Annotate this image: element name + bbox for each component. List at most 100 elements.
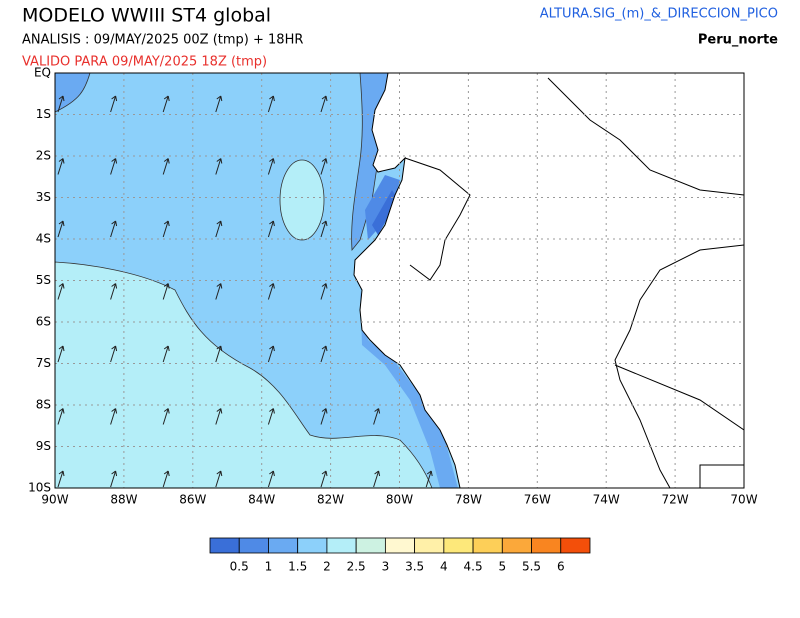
direction-arrow [57,345,65,363]
legend-label: 2 [323,560,331,574]
direction-arrow [110,408,118,425]
direction-arrow [110,95,118,113]
map [55,73,744,488]
direction-arrow [110,220,118,238]
lat-label: 3S [36,190,51,204]
border [404,157,471,281]
direction-arrow [320,408,328,425]
direction-arrow [57,408,65,425]
direction-arrow [215,158,223,175]
direction-arrow [373,470,381,488]
valid-time: VALIDO PARA 09/MAY/2025 18Z (tmp) [22,55,267,70]
lon-label: 70W [730,493,757,507]
legend-label: 5.5 [522,560,541,574]
analysis: ANALISIS : 09/MAY/2025 00Z (tmp) + 18HR [22,33,303,48]
lon-label: 88W [110,493,137,507]
direction-arrow [57,95,65,113]
legend-label: 4.5 [464,560,483,574]
direction-arrow [320,283,328,300]
legend-label: 1.5 [288,560,307,574]
direction-arrow [110,345,118,363]
lat-label: EQ [34,66,51,80]
direction-arrow [162,470,170,488]
direction-arrow [320,158,328,175]
legend-swatch [384,537,416,554]
lon-label: 80W [386,493,413,507]
legend-swatch [531,537,562,554]
direction-arrow [267,283,275,300]
legend-swatch [414,537,445,554]
lat-label: 7S [36,356,51,370]
legend-label: 6 [557,560,565,574]
direction-arrow [110,158,118,175]
border [699,464,744,488]
legend-swatch [326,537,357,554]
legend-swatch [209,537,240,554]
direction-arrow [162,283,170,300]
legend-swatch [472,537,503,554]
direction-arrow [215,95,223,113]
lon-label: 72W [662,493,689,507]
direction-arrow [320,345,328,363]
map-frame [54,72,745,489]
legend-label: 4 [440,560,448,574]
direction-arrow [162,158,170,175]
direction-arrow [267,345,275,363]
legend-label: 0.5 [230,560,249,574]
legend-label: 2.5 [347,560,366,574]
title: MODELO WWIII ST4 global [22,5,271,27]
legend-swatch [297,537,328,554]
direction-arrow [57,283,65,300]
direction-arrow [57,158,65,175]
legend-swatch [501,537,532,554]
wave-zone [279,159,325,241]
legend-swatch [355,537,386,554]
direction-arrow [162,95,170,113]
direction-arrow [373,408,381,425]
direction-arrow [320,470,328,488]
direction-arrow [162,220,170,238]
direction-arrow [110,470,118,488]
legend-label: 3.5 [405,560,424,574]
lat-label: 4S [36,232,51,246]
direction-arrow [320,95,328,113]
direction-arrow [320,220,328,238]
wave-zone [372,190,398,235]
lat-label: 8S [36,398,51,412]
lon-label: 84W [248,493,275,507]
direction-arrow [267,220,275,238]
border [614,364,744,431]
direction-arrow [57,470,65,488]
legend-label: 3 [382,560,390,574]
lat-label: 5S [36,273,51,287]
direction-arrow [162,345,170,363]
lon-label: 82W [317,493,344,507]
direction-arrow [215,345,223,363]
lon-label: 74W [593,493,620,507]
direction-arrow [57,220,65,238]
direction-arrow [267,470,275,488]
legend-swatch [238,537,269,554]
lat-label: 6S [36,315,51,329]
direction-arrow [267,95,275,113]
lat-label: 1S [36,107,51,121]
legend-swatch [560,537,591,554]
legend-swatch [268,537,299,554]
legend-label: 5 [498,560,506,574]
direction-arrow [110,283,118,300]
border [547,77,744,196]
direction-arrow [267,408,275,425]
lon-label: 86W [179,493,206,507]
direction-arrow [267,158,275,175]
direction-arrow [215,283,223,300]
direction-arrow [215,470,223,488]
direction-arrow [425,470,433,488]
legend-swatch [443,537,474,554]
direction-arrow [215,220,223,238]
region: Peru_norte [698,33,778,48]
lon-label: 90W [41,493,68,507]
lon-label: 78W [455,493,482,507]
direction-arrow [215,408,223,425]
lon-label: 76W [524,493,551,507]
